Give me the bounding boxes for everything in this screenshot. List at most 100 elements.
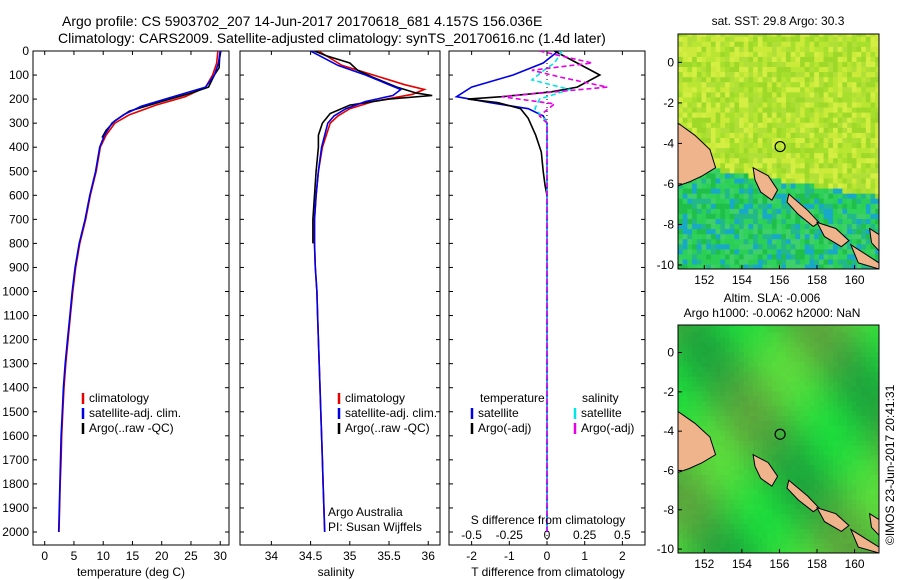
map-cell: [743, 533, 749, 539]
map-cell: [870, 162, 876, 169]
map-cell: [725, 177, 731, 184]
map-cell: [739, 177, 745, 184]
map-cell: [725, 233, 731, 240]
map-cell: [851, 233, 858, 240]
island-shape: [849, 243, 879, 269]
map-cell: [762, 498, 768, 505]
map-cell: [762, 66, 768, 73]
map-cell: [715, 435, 721, 441]
s-diff-tick-label: 0.5: [614, 528, 631, 542]
map-cell: [753, 469, 759, 475]
map-cell: [823, 152, 829, 159]
map-cell: [729, 489, 735, 495]
map-cell: [865, 381, 872, 387]
map-cell: [804, 341, 811, 348]
map-cell: [701, 198, 707, 204]
map-cell: [790, 193, 796, 199]
map-cell: [682, 327, 688, 333]
map-cell: [734, 86, 740, 93]
map-cell: [809, 425, 815, 431]
difference-legend-header: salinity: [582, 391, 619, 405]
map-cell: [743, 327, 749, 333]
map-cell: [786, 188, 792, 194]
map-cell: [776, 137, 782, 143]
map-cell: [771, 420, 778, 426]
map-cell: [818, 523, 825, 529]
map-cell: [833, 390, 839, 397]
map-cell: [865, 484, 872, 490]
map-cell: [790, 233, 796, 240]
map-cell: [790, 263, 796, 269]
map-cell: [710, 238, 717, 245]
map-cell: [753, 198, 759, 204]
map-cell: [696, 341, 703, 348]
map-cell: [701, 341, 707, 348]
map-cell: [771, 528, 778, 534]
map-cell: [739, 376, 745, 382]
map-cell: [771, 56, 778, 62]
map-cell: [847, 381, 853, 387]
map-cell: [710, 464, 717, 471]
map-cell: [767, 405, 773, 412]
map-cell: [692, 66, 698, 73]
map-cell: [701, 127, 707, 133]
map-cell: [828, 223, 834, 230]
map-cell: [795, 182, 801, 189]
map-cell: [729, 56, 735, 62]
map-cell: [865, 34, 872, 37]
lon-tick-label: 160: [845, 273, 865, 287]
map-cell: [743, 81, 749, 88]
map-cell: [865, 410, 872, 416]
map-cell: [748, 385, 754, 392]
map-cell: [800, 533, 806, 539]
map-cell: [790, 479, 796, 485]
map-cell: [847, 346, 853, 353]
map-cell: [687, 213, 693, 219]
map-cell: [800, 346, 806, 353]
map-cell: [743, 336, 749, 343]
map-cell: [771, 177, 778, 184]
map-cell: [842, 420, 848, 426]
map-cell: [856, 405, 862, 412]
map-cell: [687, 223, 693, 230]
map-cell: [875, 538, 879, 544]
map-cell: [678, 523, 684, 529]
map-cell: [748, 122, 754, 128]
map-cell: [865, 177, 872, 184]
map-cell: [814, 415, 820, 421]
map-cell: [706, 243, 712, 250]
map-cell: [682, 410, 688, 416]
map-cell: [809, 81, 815, 88]
map-cell: [790, 518, 796, 525]
map-cell: [847, 351, 853, 357]
map-cell: [809, 366, 815, 372]
lat-tick-label: -4: [663, 424, 674, 438]
map-cell: [837, 182, 843, 189]
map-cell: [851, 51, 858, 57]
map-cell: [818, 66, 825, 73]
map-cell: [865, 395, 872, 402]
map-cell: [687, 81, 693, 88]
depth-tick-label: 700: [9, 212, 29, 226]
map-cell: [710, 122, 717, 128]
map-cell: [701, 81, 707, 88]
map-cell: [687, 415, 693, 421]
map-cell: [781, 381, 787, 387]
map-cell: [865, 41, 872, 47]
map-cell: [682, 46, 688, 52]
map-cell: [757, 498, 764, 505]
map-cell: [795, 218, 801, 225]
map-cell: [851, 469, 858, 475]
map-cell: [701, 325, 707, 328]
map-cell: [818, 533, 825, 539]
map-cell: [725, 508, 731, 515]
map-cell: [757, 410, 764, 416]
map-cell: [776, 494, 782, 500]
map-cell: [687, 548, 693, 553]
map-cell: [776, 425, 782, 431]
map-cell: [687, 503, 693, 510]
map-cell: [710, 46, 717, 52]
map-cell: [800, 142, 806, 149]
map-cell: [682, 66, 688, 73]
map-cell: [771, 167, 778, 174]
